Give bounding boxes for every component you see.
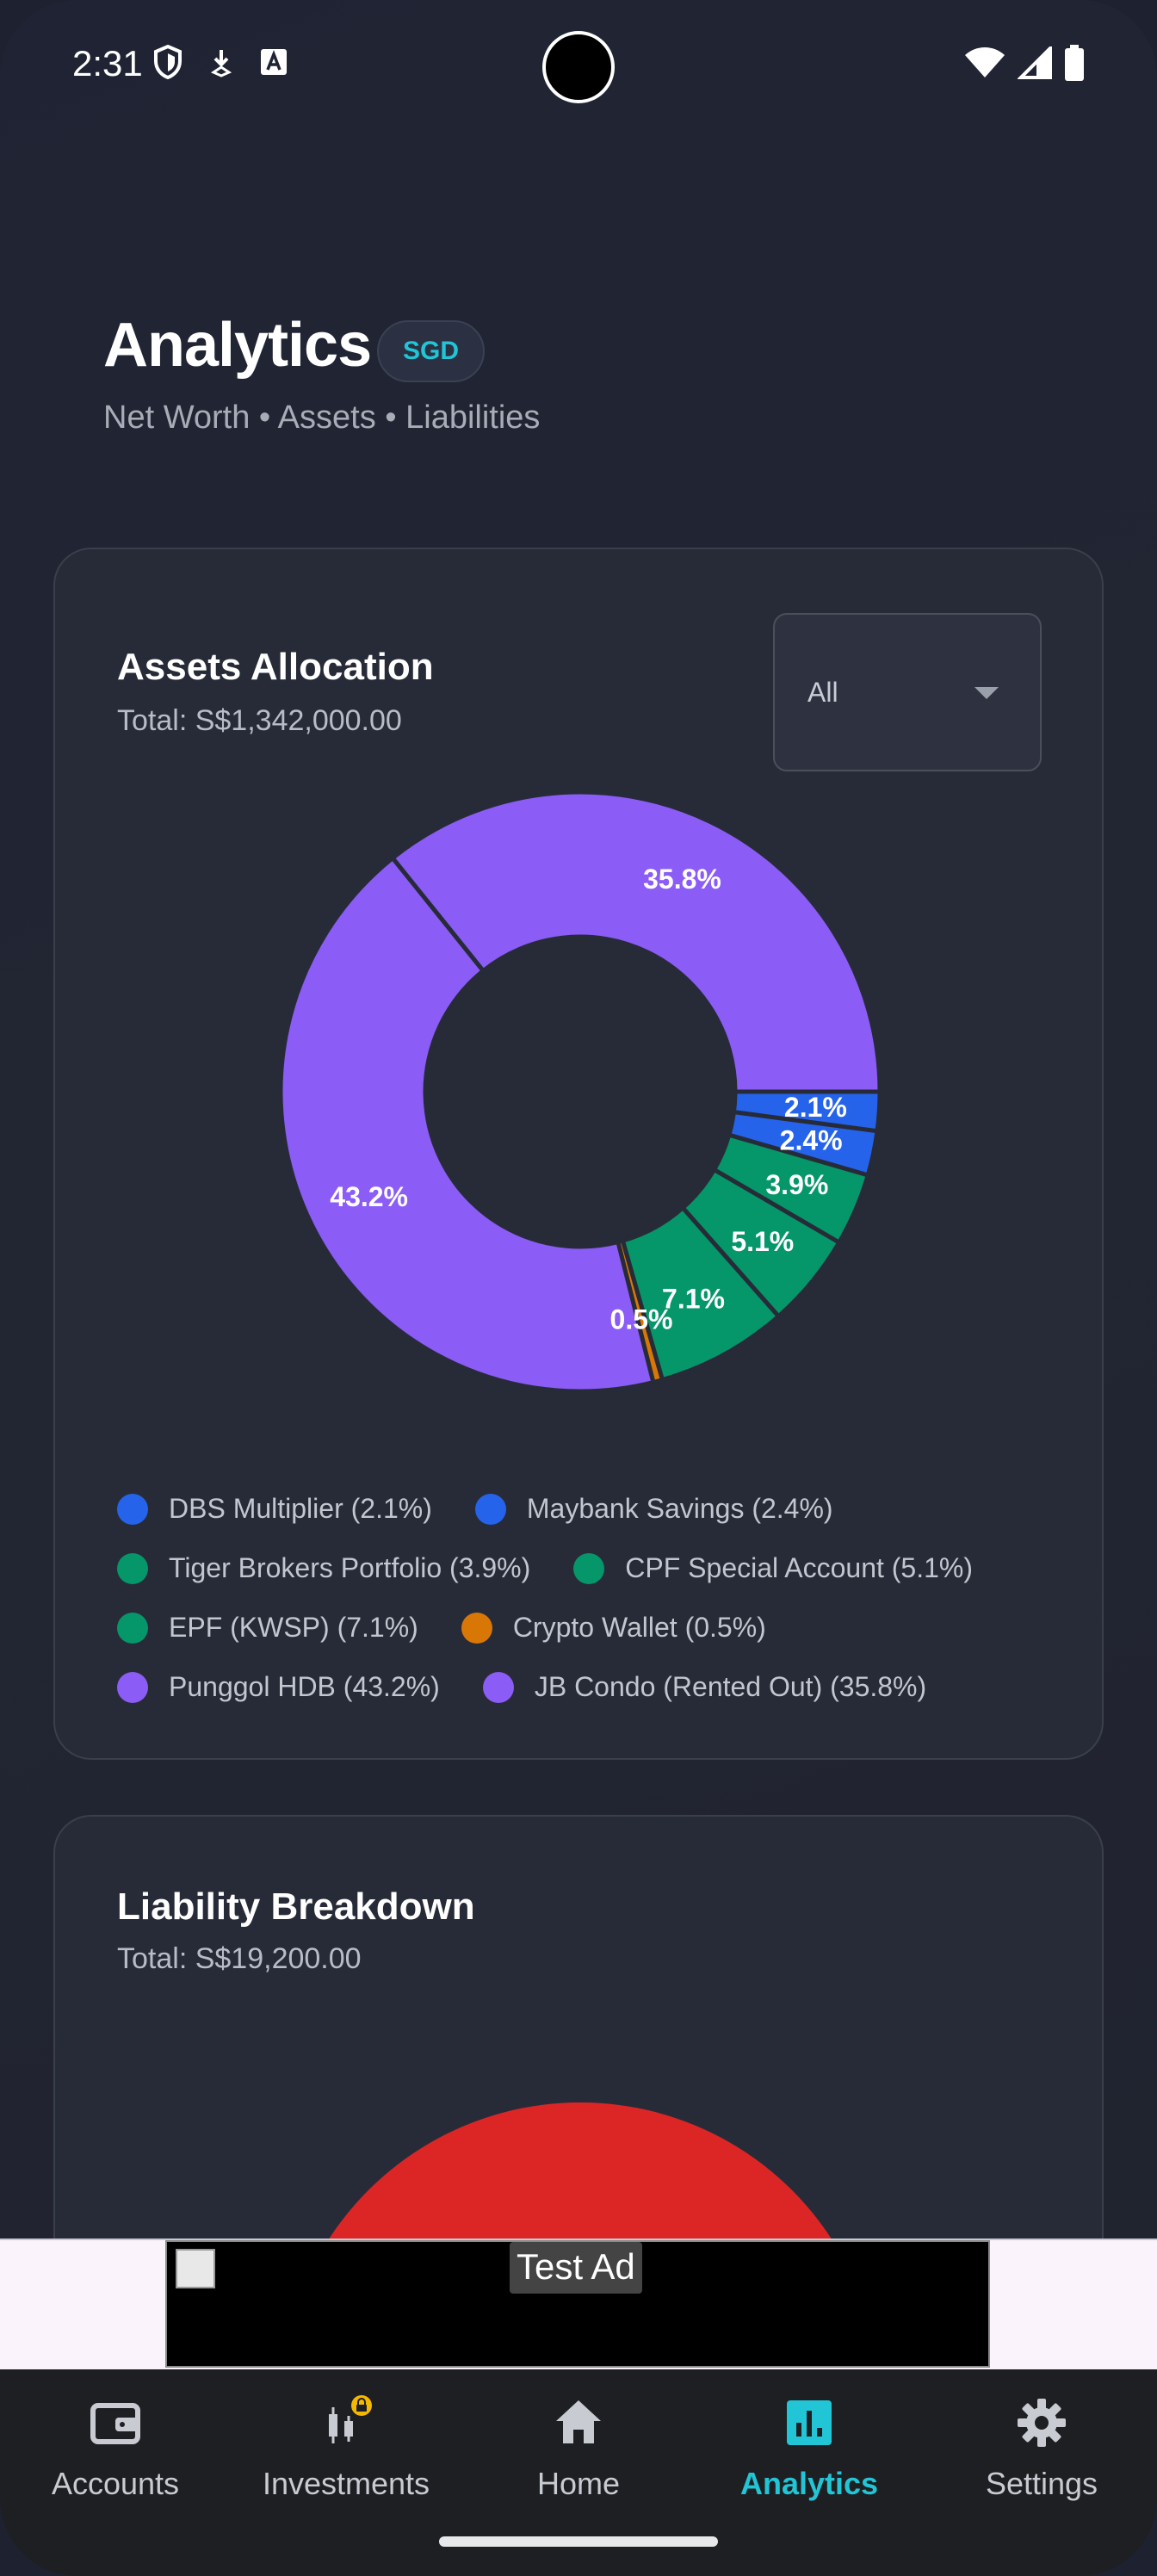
legend-item: Tiger Brokers Portfolio (3.9%) xyxy=(117,1552,530,1584)
filter-selected-value: All xyxy=(807,677,838,708)
camera-cutout xyxy=(542,31,615,103)
legend-swatch xyxy=(482,1671,514,1703)
gesture-handle[interactable] xyxy=(439,2536,718,2547)
legend-label: JB Condo (Rented Out) (35.8%) xyxy=(534,1671,927,1702)
currency-badge[interactable]: SGD xyxy=(377,320,486,382)
legend-label: Crypto Wallet (0.5%) xyxy=(512,1612,766,1643)
wallet-icon xyxy=(88,2395,143,2450)
home-icon xyxy=(551,2395,606,2450)
assets-donut-chart[interactable]: 2.1%2.4% 3.9% 5.1%7.1%0.5% 43.2% 35.8% xyxy=(55,549,1105,1462)
slice-label: 2.4% xyxy=(780,1124,843,1155)
cellular-signal-icon xyxy=(1017,44,1052,84)
slice-label: 7.1% xyxy=(662,1283,725,1314)
legend-item: Maybank Savings (2.4%) xyxy=(474,1493,833,1525)
nav-item-accounts[interactable]: Accounts xyxy=(0,2369,231,2542)
legend-row: EPF (KWSP) (7.1%) Crypto Wallet (0.5%) xyxy=(117,1598,1064,1657)
slice-label: 5.1% xyxy=(731,1226,794,1257)
candlestick-lock-icon xyxy=(319,2395,374,2450)
legend-item: Punggol HDB (43.2%) xyxy=(117,1671,440,1703)
status-notification-icons xyxy=(153,44,288,84)
shield-icon xyxy=(153,44,183,84)
legend-label: EPF (KWSP) (7.1%) xyxy=(169,1612,418,1643)
donut-slice[interactable] xyxy=(389,790,882,1094)
donut-slice[interactable] xyxy=(278,855,656,1394)
legend-label: Punggol HDB (43.2%) xyxy=(169,1671,440,1702)
card-title: Assets Allocation xyxy=(117,646,434,688)
download-icon xyxy=(208,46,234,82)
status-bar: 2:31 xyxy=(0,0,1157,129)
legend-item: JB Condo (Rented Out) (35.8%) xyxy=(482,1671,927,1703)
slice-label: 43.2% xyxy=(330,1181,408,1212)
slice-label: 2.1% xyxy=(784,1092,847,1123)
dropdown-arrow-icon xyxy=(974,687,999,699)
legend-item: EPF (KWSP) (7.1%) xyxy=(117,1612,418,1644)
legend-row: Tiger Brokers Portfolio (3.9%) CPF Specia… xyxy=(117,1539,1064,1598)
slice-label: 35.8% xyxy=(643,864,721,895)
nav-label: Analytics xyxy=(739,2466,879,2501)
page-header: Analytics SGD Net Worth • Assets • Liabi… xyxy=(0,258,1157,499)
nav-item-investments[interactable]: Investments xyxy=(231,2369,461,2542)
legend-item: DBS Multiplier (2.1%) xyxy=(117,1493,432,1525)
ad-label: Test Ad xyxy=(510,2242,642,2294)
legend-label: Maybank Savings (2.4%) xyxy=(526,1493,833,1524)
legend-row: DBS Multiplier (2.1%) Maybank Savings (2.… xyxy=(117,1479,1064,1539)
assets-allocation-card: Assets Allocation Total: S$1,342,000.00 … xyxy=(53,548,1104,1760)
legend-item: Crypto Wallet (0.5%) xyxy=(461,1612,766,1644)
assets-legend: DBS Multiplier (2.1%) Maybank Savings (2.… xyxy=(117,1479,1064,1717)
broken-image-icon xyxy=(176,2249,215,2288)
status-system-icons xyxy=(964,44,1085,85)
legend-swatch xyxy=(573,1552,605,1584)
legend-swatch xyxy=(474,1493,506,1525)
legend-item: CPF Special Account (5.1%) xyxy=(573,1552,973,1584)
page-title: Analytics xyxy=(103,311,372,380)
slice-label: 3.9% xyxy=(765,1169,828,1200)
nav-item-analytics[interactable]: Analytics xyxy=(694,2369,925,2542)
legend-swatch xyxy=(117,1552,148,1584)
card-title: Liability Breakdown xyxy=(117,1886,475,1928)
analytics-icon xyxy=(782,2395,837,2450)
nav-item-home[interactable]: Home xyxy=(463,2369,694,2542)
status-time: 2:31 xyxy=(72,43,143,84)
asset-filter-dropdown[interactable]: All xyxy=(773,613,1042,771)
legend-row: Punggol HDB (43.2%) JB Condo (Rented Out)… xyxy=(117,1657,1064,1717)
legend-swatch xyxy=(461,1612,492,1644)
nav-label: Settings xyxy=(985,2466,1098,2501)
legend-label: Tiger Brokers Portfolio (3.9%) xyxy=(169,1552,531,1583)
battery-icon xyxy=(1064,45,1085,85)
nav-label: Home xyxy=(536,2466,621,2501)
nav-label: Accounts xyxy=(51,2466,180,2501)
gear-icon xyxy=(1014,2395,1069,2450)
legend-label: CPF Special Account (5.1%) xyxy=(625,1552,974,1583)
ad-banner[interactable]: Test Ad xyxy=(165,2240,990,2368)
card-total: Total: S$19,200.00 xyxy=(117,1942,362,1975)
nav-label: Investments xyxy=(262,2466,430,2501)
legend-swatch xyxy=(117,1671,148,1703)
wifi-icon xyxy=(964,46,1005,84)
slice-label: 0.5% xyxy=(610,1304,673,1335)
nav-item-settings[interactable]: Settings xyxy=(926,2369,1157,2542)
font-a-icon xyxy=(260,48,288,80)
legend-label: DBS Multiplier (2.1%) xyxy=(169,1493,432,1524)
legend-swatch xyxy=(117,1493,148,1525)
page-subtitle: Net Worth • Assets • Liabilities xyxy=(103,399,541,436)
card-total: Total: S$1,342,000.00 xyxy=(117,704,402,737)
legend-swatch xyxy=(117,1612,148,1644)
